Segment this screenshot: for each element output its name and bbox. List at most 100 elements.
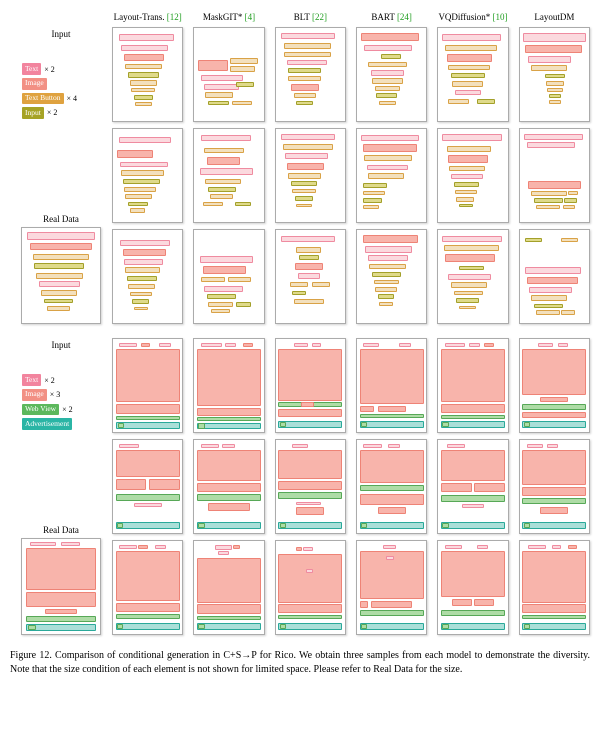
image-element [278, 604, 343, 613]
text-element [525, 267, 581, 274]
web-view-element [278, 492, 343, 499]
image-element [25, 547, 97, 590]
text-button-element [459, 305, 476, 310]
web-view-element [117, 422, 125, 428]
image-element [115, 479, 147, 491]
text-element [281, 133, 336, 141]
image-element [149, 479, 180, 491]
citation-ref[interactable]: [4] [244, 12, 256, 22]
text-element [158, 342, 172, 347]
input-element [235, 301, 252, 307]
text-button-element [124, 186, 156, 193]
column-header-layoutdm: LayoutDM [519, 8, 590, 23]
image-element [278, 554, 343, 603]
advertisement-element [25, 623, 97, 632]
legend-item-input: Input × 2 [22, 107, 77, 119]
citation-ref[interactable]: [12] [166, 12, 182, 22]
citation-ref[interactable]: [22] [311, 12, 327, 22]
legend-count: × 2 [44, 375, 55, 385]
text-element [454, 89, 482, 96]
input-element [132, 299, 150, 304]
web-view-element [442, 523, 449, 528]
sample-layout-ex2-row3-layoutdm [518, 540, 590, 636]
sample-layout-ex1-row2-vqdiffusion [437, 128, 509, 224]
column-headers: Layout-Trans. [12] MaskGIT* [4] BLT [22] BA… [10, 8, 590, 23]
real-data-label: Real Data [43, 214, 79, 225]
text-element [527, 56, 571, 63]
web-view-element [117, 624, 124, 629]
sample-layout-ex2-row3-layout-trans [112, 540, 184, 636]
web-view-element [279, 624, 287, 629]
text-button-element [135, 101, 152, 107]
citation-ref[interactable]: [24] [396, 12, 412, 22]
image-element [370, 600, 413, 609]
legend-count: × 2 [62, 404, 73, 414]
text-element [201, 443, 220, 448]
web-view-element [523, 422, 531, 427]
image-element [242, 342, 253, 347]
web-view-element [441, 414, 505, 420]
image-element [25, 591, 97, 607]
image-element [115, 404, 180, 414]
input-element [288, 68, 322, 73]
image-element [278, 348, 343, 401]
text-element [118, 443, 140, 448]
text-element [547, 443, 559, 448]
input-element [296, 100, 314, 106]
text-button-element [373, 279, 399, 285]
text-button-element [450, 282, 487, 288]
text-button-element [362, 190, 385, 196]
advertisement-element [522, 522, 587, 529]
image-element [474, 483, 505, 493]
text-element [370, 70, 405, 76]
image-element [290, 84, 319, 91]
text-element [222, 443, 235, 448]
text-button-element [372, 78, 403, 85]
text-button-element [283, 43, 332, 49]
model-name: MaskGIT* [202, 12, 243, 22]
text-button-element [202, 201, 224, 207]
text-button-element [129, 80, 158, 86]
text-button-element [363, 155, 413, 161]
text-element [224, 342, 236, 347]
text-element [217, 551, 229, 556]
text-button-element [204, 147, 245, 154]
input-element [133, 95, 154, 100]
text-element [306, 569, 314, 573]
sample-layout-ex1-row1-layout-trans [112, 27, 184, 123]
web-view-element [279, 523, 287, 528]
web-view-element [361, 624, 368, 629]
input-element [376, 93, 398, 98]
web-view-element [198, 523, 205, 528]
text-element [204, 84, 239, 90]
text-element [523, 32, 586, 43]
input-element [459, 265, 485, 271]
web-view-element [522, 614, 587, 620]
text-button-element [129, 291, 152, 297]
image-element [359, 406, 374, 412]
input-element [450, 72, 486, 79]
input-element [126, 275, 158, 282]
text-button-element [128, 284, 155, 289]
input-element [362, 183, 388, 188]
text-button-element [133, 306, 148, 311]
text-button-element [289, 282, 308, 287]
sample-layout-ex2-row1-vqdiffusion [437, 338, 509, 434]
image-element [296, 507, 325, 515]
sample-layout-ex1-row2-layoutdm [518, 128, 590, 224]
citation-ref[interactable]: [10] [492, 12, 508, 22]
image-element [441, 550, 505, 598]
image-element [197, 483, 261, 493]
advertisement-element [441, 522, 505, 529]
text-button-element [452, 81, 483, 87]
text-element [450, 173, 483, 180]
text-button-element [568, 190, 578, 196]
text-element [118, 342, 137, 347]
sample-layout-ex2-row2-layout-trans [112, 439, 184, 535]
web-view-element [359, 610, 424, 616]
sample-layout-ex1-row1-bart [356, 27, 428, 123]
advertisement-element [197, 522, 261, 529]
text-element [118, 33, 174, 42]
legend-item-image: Image [22, 77, 77, 90]
